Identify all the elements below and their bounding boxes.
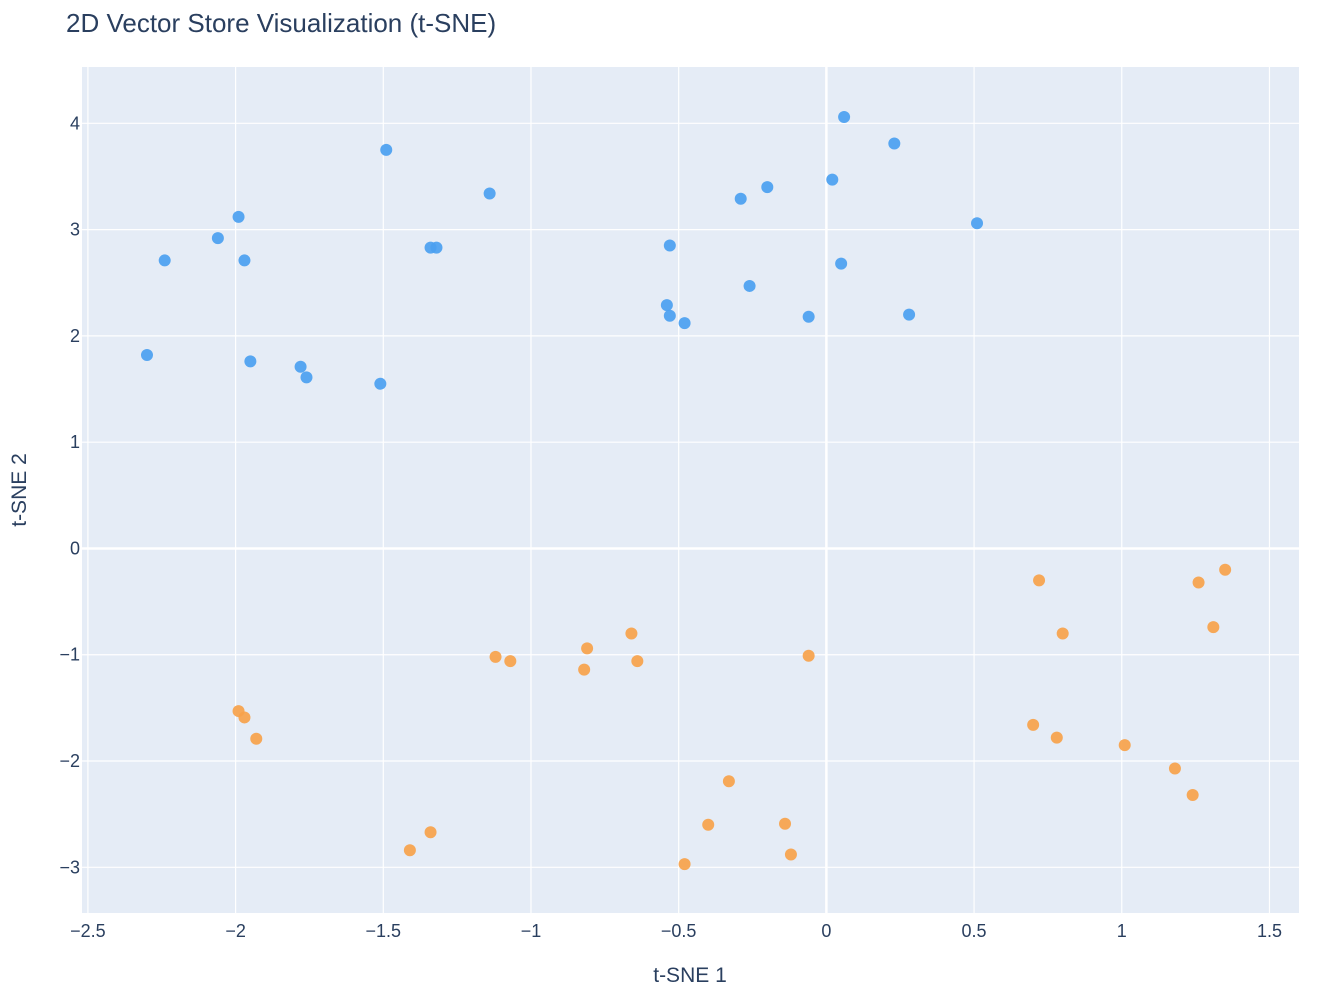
data-point-series-1[interactable] (380, 143, 393, 156)
data-point-series-1[interactable] (232, 210, 245, 223)
data-point-series-2[interactable] (784, 848, 797, 861)
data-point-series-2[interactable] (1056, 627, 1069, 640)
data-point-series-2[interactable] (1027, 718, 1040, 731)
data-point-series-2[interactable] (1168, 762, 1181, 775)
y-tick-label: 1 (70, 432, 80, 452)
x-tick-label: 1 (1117, 921, 1127, 941)
data-point-series-2[interactable] (1219, 563, 1232, 576)
data-point-series-2[interactable] (578, 663, 591, 676)
x-tick-label: −2 (225, 921, 246, 941)
data-point-series-1[interactable] (140, 349, 153, 362)
data-point-series-1[interactable] (294, 360, 307, 373)
data-point-series-1[interactable] (903, 308, 916, 321)
y-tick-label: 4 (70, 113, 80, 133)
data-point-series-2[interactable] (631, 655, 644, 668)
y-axis-ticks: −3 −2 −1 0 1 2 3 4 (59, 113, 80, 877)
y-axis-title: t-SNE 2 (8, 453, 31, 527)
data-point-series-1[interactable] (211, 232, 224, 245)
data-point-series-1[interactable] (374, 377, 387, 390)
data-point-series-1[interactable] (826, 173, 839, 186)
data-point-series-1[interactable] (802, 310, 815, 323)
data-point-series-2[interactable] (779, 817, 792, 830)
x-tick-label: 1.5 (1257, 921, 1282, 941)
data-point-series-2[interactable] (1207, 621, 1220, 634)
data-point-series-1[interactable] (158, 254, 171, 267)
data-point-series-1[interactable] (838, 110, 851, 123)
points-layer (140, 110, 1232, 871)
data-point-series-1[interactable] (244, 355, 257, 368)
data-point-series-2[interactable] (424, 826, 437, 839)
y-tick-label: −3 (59, 857, 80, 877)
y-tick-label: −2 (59, 751, 80, 771)
x-tick-label: 0.5 (962, 921, 987, 941)
y-tick-label: −1 (59, 645, 80, 665)
data-point-series-2[interactable] (403, 844, 416, 857)
data-point-series-1[interactable] (835, 257, 848, 270)
data-point-series-2[interactable] (1118, 739, 1131, 752)
x-tick-label: −1.5 (366, 921, 402, 941)
data-point-series-2[interactable] (250, 732, 263, 745)
data-point-series-2[interactable] (678, 858, 691, 871)
data-point-series-2[interactable] (581, 642, 594, 655)
data-point-series-1[interactable] (660, 299, 673, 312)
data-point-series-2[interactable] (722, 775, 735, 788)
data-point-series-1[interactable] (483, 187, 496, 200)
plot-background (82, 67, 1299, 913)
data-point-series-2[interactable] (1050, 731, 1063, 744)
data-point-series-1[interactable] (300, 371, 313, 384)
data-point-series-1[interactable] (761, 181, 774, 194)
data-point-series-1[interactable] (678, 317, 691, 330)
data-point-series-2[interactable] (504, 655, 517, 668)
data-point-series-2[interactable] (702, 818, 715, 831)
data-point-series-2[interactable] (625, 627, 638, 640)
data-point-series-2[interactable] (1033, 574, 1046, 587)
x-tick-label: −1 (521, 921, 542, 941)
x-tick-label: 0 (821, 921, 831, 941)
chart-title: 2D Vector Store Visualization (t-SNE) (66, 8, 496, 38)
x-axis-ticks: −2.5 −2 −1.5 −1 −0.5 0 0.5 1 1.5 (70, 921, 1282, 941)
x-axis-title: t-SNE 1 (653, 964, 727, 987)
x-tick-label: −0.5 (661, 921, 697, 941)
data-point-series-1[interactable] (743, 279, 756, 292)
data-point-series-1[interactable] (971, 217, 984, 230)
x-tick-label: −2.5 (70, 921, 106, 941)
y-tick-label: 2 (70, 326, 80, 346)
data-point-series-1[interactable] (238, 254, 251, 267)
data-point-series-2[interactable] (238, 711, 251, 724)
data-point-series-2[interactable] (1192, 576, 1205, 589)
y-tick-label: 3 (70, 220, 80, 240)
data-point-series-2[interactable] (802, 649, 815, 662)
data-point-series-1[interactable] (663, 239, 676, 252)
data-point-series-1[interactable] (663, 309, 676, 322)
grid-layer (82, 67, 1299, 913)
data-point-series-1[interactable] (430, 241, 443, 254)
data-point-series-1[interactable] (888, 137, 901, 150)
data-point-series-2[interactable] (1186, 789, 1199, 802)
data-point-series-2[interactable] (489, 650, 502, 663)
data-point-series-1[interactable] (734, 192, 747, 205)
y-tick-label: 0 (70, 538, 80, 558)
